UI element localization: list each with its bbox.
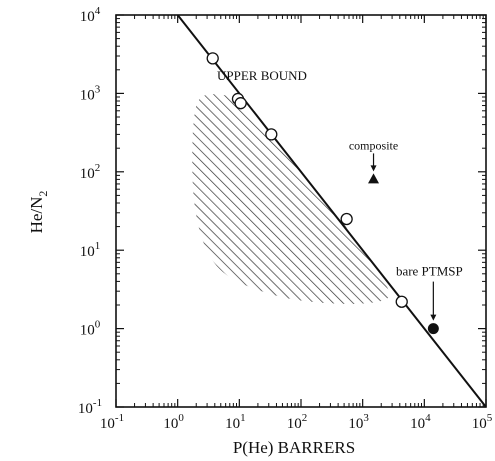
bare-ptmsp-point [427,323,439,335]
composite-label: composite [349,138,398,152]
hatched-region-layer [192,94,390,304]
bare-ptmsp-label: bare PTMSP [396,264,463,279]
y-tick-label: 102 [80,162,101,182]
y-axis-title: He/N2 [27,191,50,234]
annotations-layer: UPPER BOUND composite bare PTMSP [217,68,463,321]
open-circle-point [395,295,408,308]
x-axis-title: P(He) BARRERS [233,438,355,457]
composite-arrowhead [370,165,377,172]
x-tick-label: 102 [287,412,308,432]
open-circle-point [206,52,219,65]
y-tick-label: 100 [80,319,101,339]
x-tick-label: 10-1 [100,412,124,432]
upper-bound-layer [176,15,486,407]
open-circle-point [340,212,353,226]
y-tick-label: 10-1 [78,397,102,417]
upper-bound-line [176,15,486,407]
open-circle-point [265,128,278,141]
ticks-layer: 10-1 100 101 102 103 104 105 10-1 100 101 102 103 10… [78,5,493,432]
y-tick-label: 104 [80,5,101,25]
open-circle-point [234,97,247,110]
y-tick-label: 101 [80,240,101,260]
composite-triangle-point [368,173,380,184]
bare-ptmsp-arrowhead [430,314,437,321]
upper-bound-label: UPPER BOUND [217,68,307,83]
y-axis-title-main: He/N [27,197,46,234]
x-tick-label: 104 [410,412,431,432]
y-tick-label: 103 [80,83,101,103]
svg-text:He/N2: He/N2 [27,191,50,234]
x-tick-label: 103 [348,412,369,432]
x-tick-label: 105 [472,412,493,432]
y-axis-title-sub: 2 [36,191,50,197]
x-tick-label: 101 [225,412,246,432]
x-tick-label: 100 [163,412,184,432]
hatched-region [192,94,390,304]
points-layer [206,52,439,335]
